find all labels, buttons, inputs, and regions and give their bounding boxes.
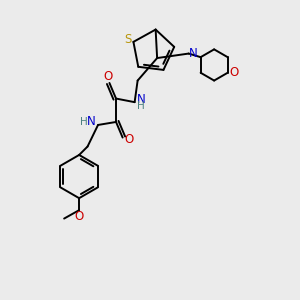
Text: S: S <box>124 33 132 46</box>
Text: O: O <box>230 66 239 79</box>
Text: N: N <box>189 47 198 60</box>
Text: H: H <box>137 101 145 111</box>
Text: N: N <box>137 93 146 106</box>
Text: O: O <box>124 133 133 146</box>
Text: O: O <box>103 70 112 83</box>
Text: N: N <box>87 116 96 128</box>
Text: O: O <box>74 210 84 223</box>
Text: H: H <box>80 117 88 127</box>
